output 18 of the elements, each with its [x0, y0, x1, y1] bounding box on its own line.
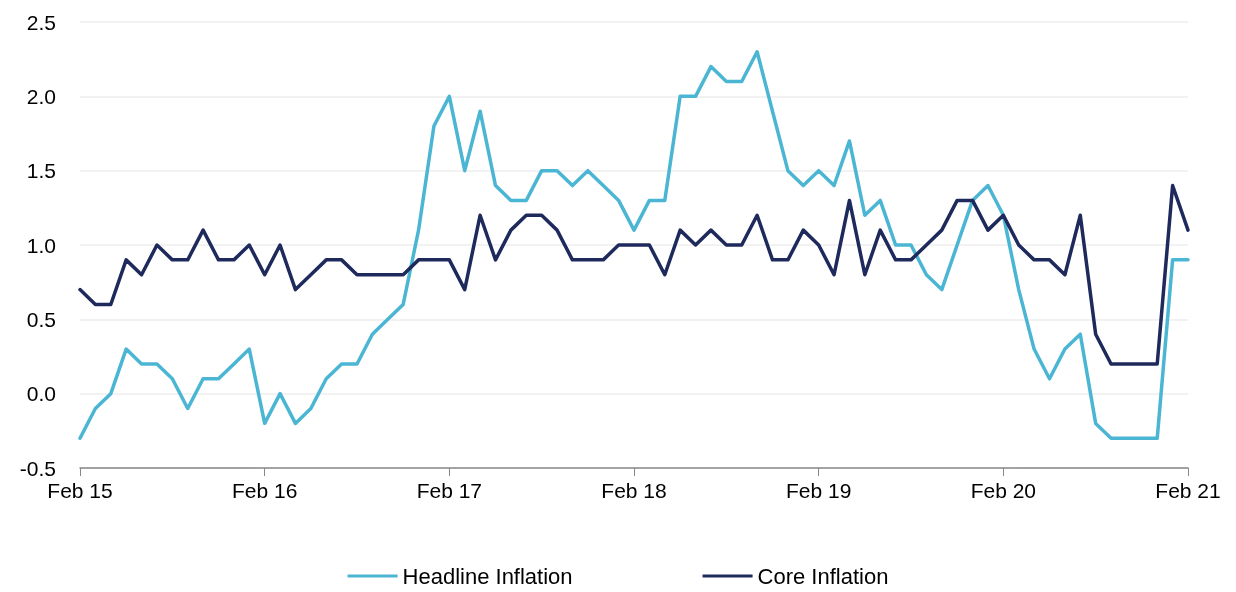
x-tick-label: Feb 21 — [1155, 479, 1221, 502]
x-tick-label: Feb 15 — [47, 479, 113, 502]
x-tick-label: Feb 19 — [785, 479, 852, 502]
y-tick-label: 1.0 — [26, 233, 56, 257]
legend-label: Headline Inflation — [402, 563, 573, 589]
x-tick-label: Feb 17 — [416, 479, 483, 502]
line-series — [78, 183, 1190, 366]
legend-label: Core Inflation — [757, 563, 889, 589]
y-tick-label: 1.5 — [26, 159, 56, 183]
y-tick-label: -0.5 — [19, 456, 56, 480]
x-tick-label: Feb 18 — [601, 479, 667, 502]
x-tick-label: Feb 16 — [231, 479, 298, 502]
y-tick-label: 0.5 — [26, 307, 56, 331]
line-series — [78, 49, 1190, 441]
x-tick-label: Feb 20 — [970, 479, 1037, 502]
y-tick-label: 2.5 — [26, 10, 56, 34]
y-tick-label: 2.0 — [26, 84, 56, 108]
y-tick-label: 0.0 — [26, 382, 56, 406]
